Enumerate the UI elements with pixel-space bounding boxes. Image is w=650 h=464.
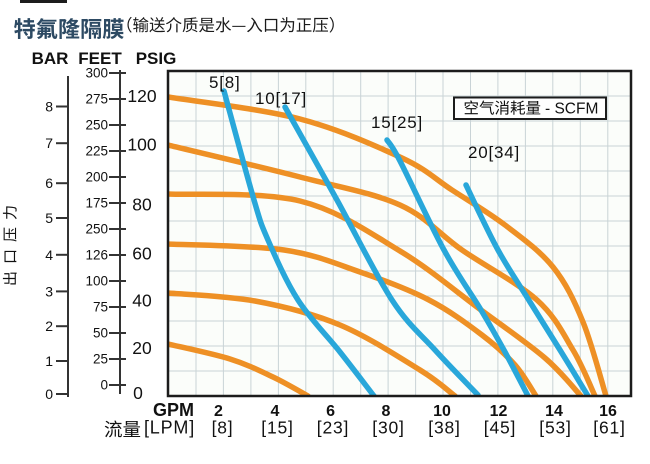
svg-text:- SCFM: - SCFM [545, 101, 598, 118]
svg-text:FEET: FEET [78, 49, 122, 68]
svg-text:80: 80 [132, 195, 152, 215]
svg-text:[45]: [45] [484, 418, 516, 438]
svg-text:100: 100 [127, 135, 156, 155]
svg-text:2: 2 [214, 403, 223, 420]
svg-text:[61]: [61] [593, 418, 625, 438]
svg-text:3: 3 [45, 283, 53, 299]
svg-text:[53]: [53] [539, 418, 571, 438]
svg-text:8: 8 [382, 403, 391, 420]
svg-text:60: 60 [132, 244, 152, 264]
svg-text:[8]: [8] [212, 418, 234, 438]
svg-text:20: 20 [132, 338, 152, 358]
svg-text:[15]: [15] [261, 418, 293, 438]
svg-text:6: 6 [326, 403, 335, 420]
svg-text:225: 225 [85, 144, 108, 159]
svg-text:[LPM]: [LPM] [144, 418, 195, 438]
svg-text:175: 175 [85, 196, 108, 211]
svg-text:4: 4 [271, 403, 280, 420]
svg-text:10[17]: 10[17] [255, 89, 307, 108]
svg-text:[23]: [23] [317, 418, 349, 438]
svg-text:14: 14 [545, 403, 563, 420]
svg-text:16: 16 [599, 403, 617, 420]
svg-text:100: 100 [85, 274, 108, 289]
svg-text:25: 25 [93, 352, 108, 367]
svg-text:5[8]: 5[8] [209, 73, 241, 92]
svg-text:275: 275 [85, 92, 108, 107]
svg-text:5: 5 [45, 210, 53, 226]
svg-text:8: 8 [45, 99, 53, 115]
svg-text:12: 12 [490, 403, 508, 420]
svg-text:2: 2 [45, 318, 53, 334]
svg-text:250: 250 [85, 222, 108, 237]
svg-text:4: 4 [45, 247, 53, 263]
svg-text:BAR: BAR [32, 49, 69, 68]
svg-text:120: 120 [127, 86, 156, 106]
svg-text:300: 300 [85, 66, 108, 81]
svg-text:6: 6 [45, 175, 53, 191]
svg-text:15[25]: 15[25] [371, 113, 423, 132]
svg-text:0: 0 [100, 378, 108, 393]
svg-text:250: 250 [85, 118, 108, 133]
svg-text:[38]: [38] [428, 418, 460, 438]
svg-text:[30]: [30] [372, 418, 404, 438]
svg-text:10: 10 [433, 403, 451, 420]
svg-text:40: 40 [132, 290, 152, 310]
svg-text:1: 1 [45, 353, 53, 369]
svg-text:GPM: GPM [153, 400, 194, 420]
svg-text:200: 200 [85, 170, 108, 185]
svg-text:50: 50 [93, 326, 108, 341]
svg-text:PSIG: PSIG [136, 49, 177, 68]
svg-text:75: 75 [93, 300, 108, 315]
svg-text:20[34]: 20[34] [468, 143, 520, 162]
svg-text:0: 0 [45, 386, 53, 402]
svg-text:126: 126 [85, 248, 108, 263]
svg-text:0: 0 [133, 383, 143, 403]
svg-text:7: 7 [45, 135, 53, 151]
